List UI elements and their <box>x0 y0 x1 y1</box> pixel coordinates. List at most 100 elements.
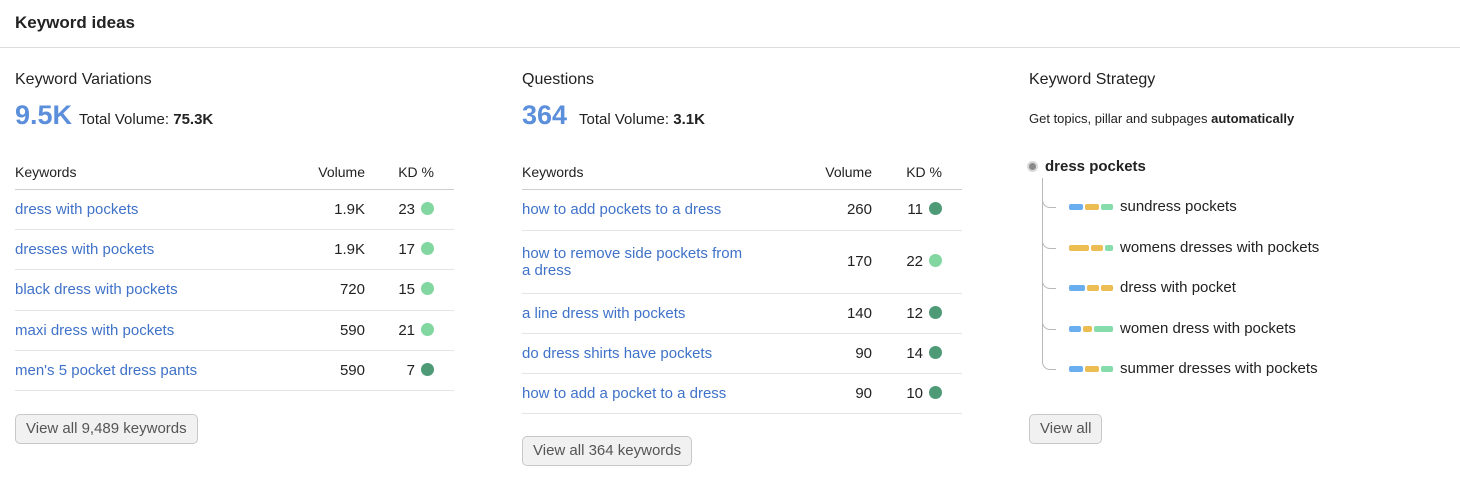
subtopic-item[interactable]: women dress with pockets <box>1042 314 1442 340</box>
keyword-strategy-section: Keyword Strategy Get topics, pillar and … <box>1027 48 1449 478</box>
volume-cell: 90 <box>812 373 872 414</box>
kd-cell: 12 <box>872 293 962 334</box>
subtopic-label: women dress with pockets <box>1120 320 1296 337</box>
keyword-link[interactable]: maxi dress with pockets <box>15 321 175 339</box>
variations-table: Keywords Volume KD % dress with pockets 1… <box>15 156 454 391</box>
kd-column-header[interactable]: KD % <box>872 156 962 190</box>
kd-value: 21 <box>398 321 415 339</box>
kd-cell: 10 <box>872 373 962 414</box>
questions-section: Questions 364 Total Volume: 3.1K Keyword… <box>522 48 962 478</box>
keyword-link[interactable]: how to add a pocket to a dress <box>522 384 727 402</box>
subtopic-item[interactable]: dress with pocket <box>1042 273 1442 299</box>
widget-title: Keyword ideas <box>15 13 135 32</box>
total-volume: Total Volume: 75.3K <box>79 111 213 128</box>
kd-indicator-icon <box>421 201 434 215</box>
section-title: Keyword Strategy <box>1029 71 1156 88</box>
table-header-row: Keywords Volume KD % <box>15 156 454 190</box>
kd-cell: 21 <box>365 310 454 351</box>
total-volume-label: Total Volume: <box>79 111 170 128</box>
kd-indicator-icon <box>929 305 942 319</box>
questions-count[interactable]: 364 <box>522 100 568 130</box>
table-row: do dress shirts have pockets 90 14 <box>522 333 962 374</box>
kd-cell: 17 <box>365 229 454 270</box>
kd-indicator-icon <box>421 322 434 336</box>
volume-column-header[interactable]: Volume <box>305 156 365 190</box>
intent-bar-icon <box>1069 204 1113 210</box>
table-row: how to add pockets to a dress 260 11 <box>522 189 962 231</box>
tree-branch-connector <box>1042 314 1056 330</box>
table-row: black dress with pockets 720 15 <box>15 269 454 311</box>
kd-value: 7 <box>406 361 415 379</box>
intent-bar-icon <box>1069 366 1113 372</box>
keyword-link[interactable]: a line dress with pockets <box>522 304 686 322</box>
kd-indicator-icon <box>929 202 942 215</box>
keyword-cell: maxi dress with pockets <box>15 310 305 351</box>
keyword-link[interactable]: how to remove side pockets from a dress <box>522 244 743 279</box>
section-title: Keyword Variations <box>15 71 152 88</box>
table-row: dress with pockets 1.9K 23 <box>15 189 454 230</box>
questions-table: Keywords Volume KD % how to add pockets … <box>522 156 962 414</box>
kd-cell: 23 <box>365 189 454 230</box>
keyword-cell: men's 5 pocket dress pants <box>15 350 305 391</box>
keyword-link[interactable]: dresses with pockets <box>15 240 155 258</box>
keyword-cell: a line dress with pockets <box>522 293 812 334</box>
keyword-cell: do dress shirts have pockets <box>522 333 812 374</box>
tree-branch-connector <box>1042 233 1056 249</box>
keyword-cell: dresses with pockets <box>15 229 305 270</box>
table-row: how to remove side pockets from a dress 1… <box>522 230 962 294</box>
volume-cell: 260 <box>812 189 872 231</box>
table-header-row: Keywords Volume KD % <box>522 156 962 190</box>
intent-bar-icon <box>1069 245 1113 251</box>
subtopic-label: dress with pocket <box>1120 279 1236 296</box>
section-title: Questions <box>522 71 595 88</box>
view-all-variations-button[interactable]: View all 9,489 keywords <box>15 414 198 444</box>
kd-value: 11 <box>907 201 923 218</box>
keyword-variations-section: Keyword Variations 9.5K Total Volume: 75… <box>15 48 454 478</box>
kd-value: 12 <box>906 304 923 322</box>
kd-value: 14 <box>906 344 923 362</box>
kd-cell: 11 <box>872 189 962 231</box>
volume-cell: 140 <box>812 293 872 334</box>
subtopic-label: sundress pockets <box>1120 198 1237 215</box>
volume-cell: 590 <box>305 310 365 351</box>
keyword-link[interactable]: do dress shirts have pockets <box>522 344 713 362</box>
kd-value: 23 <box>398 200 415 218</box>
kd-indicator-icon <box>929 254 942 267</box>
table-row: a line dress with pockets 140 12 <box>522 293 962 334</box>
intent-bar-icon <box>1069 285 1113 291</box>
kd-indicator-icon <box>929 385 942 399</box>
kd-indicator-icon <box>421 282 434 295</box>
root-node-icon <box>1027 161 1038 172</box>
subtopic-label: summer dresses with pockets <box>1120 360 1318 377</box>
keyword-cell: how to add pockets to a dress <box>522 189 812 231</box>
view-all-questions-button[interactable]: View all 364 keywords <box>522 436 693 466</box>
kd-cell: 15 <box>365 269 454 311</box>
kd-cell: 7 <box>365 350 454 391</box>
variations-count[interactable]: 9.5K <box>15 100 73 130</box>
kd-value: 10 <box>906 384 923 402</box>
subtopic-item[interactable]: womens dresses with pockets <box>1042 233 1442 259</box>
volume-cell: 1.9K <box>305 189 365 230</box>
volume-column-header[interactable]: Volume <box>812 156 872 190</box>
kd-column-header[interactable]: KD % <box>365 156 454 190</box>
table-row: men's 5 pocket dress pants 590 7 <box>15 350 454 391</box>
keywords-column-header: Keywords <box>522 156 812 190</box>
keyword-link[interactable]: how to add pockets to a dress <box>522 201 722 218</box>
subtopic-label: womens dresses with pockets <box>1120 239 1320 256</box>
strategy-subtitle-text: Get topics, pillar and subpages <box>1029 111 1212 126</box>
keyword-link[interactable]: dress with pockets <box>15 200 139 218</box>
volume-cell: 170 <box>812 230 872 294</box>
keyword-link[interactable]: black dress with pockets <box>15 281 178 298</box>
strategy-subtitle-bold: automatically <box>1211 111 1295 126</box>
kd-indicator-icon <box>421 362 434 376</box>
table-row: dresses with pockets 1.9K 17 <box>15 229 454 270</box>
volume-cell: 1.9K <box>305 229 365 270</box>
kd-value: 22 <box>906 253 923 270</box>
subtopic-item[interactable]: summer dresses with pockets <box>1042 354 1442 380</box>
tree-connector <box>1042 178 1043 358</box>
view-all-strategy-button[interactable]: View all <box>1029 414 1103 444</box>
keyword-link[interactable]: men's 5 pocket dress pants <box>15 361 198 379</box>
kd-value: 15 <box>398 281 415 298</box>
subtopic-item[interactable]: sundress pockets <box>1042 192 1442 218</box>
keyword-cell: how to add a pocket to a dress <box>522 373 812 414</box>
